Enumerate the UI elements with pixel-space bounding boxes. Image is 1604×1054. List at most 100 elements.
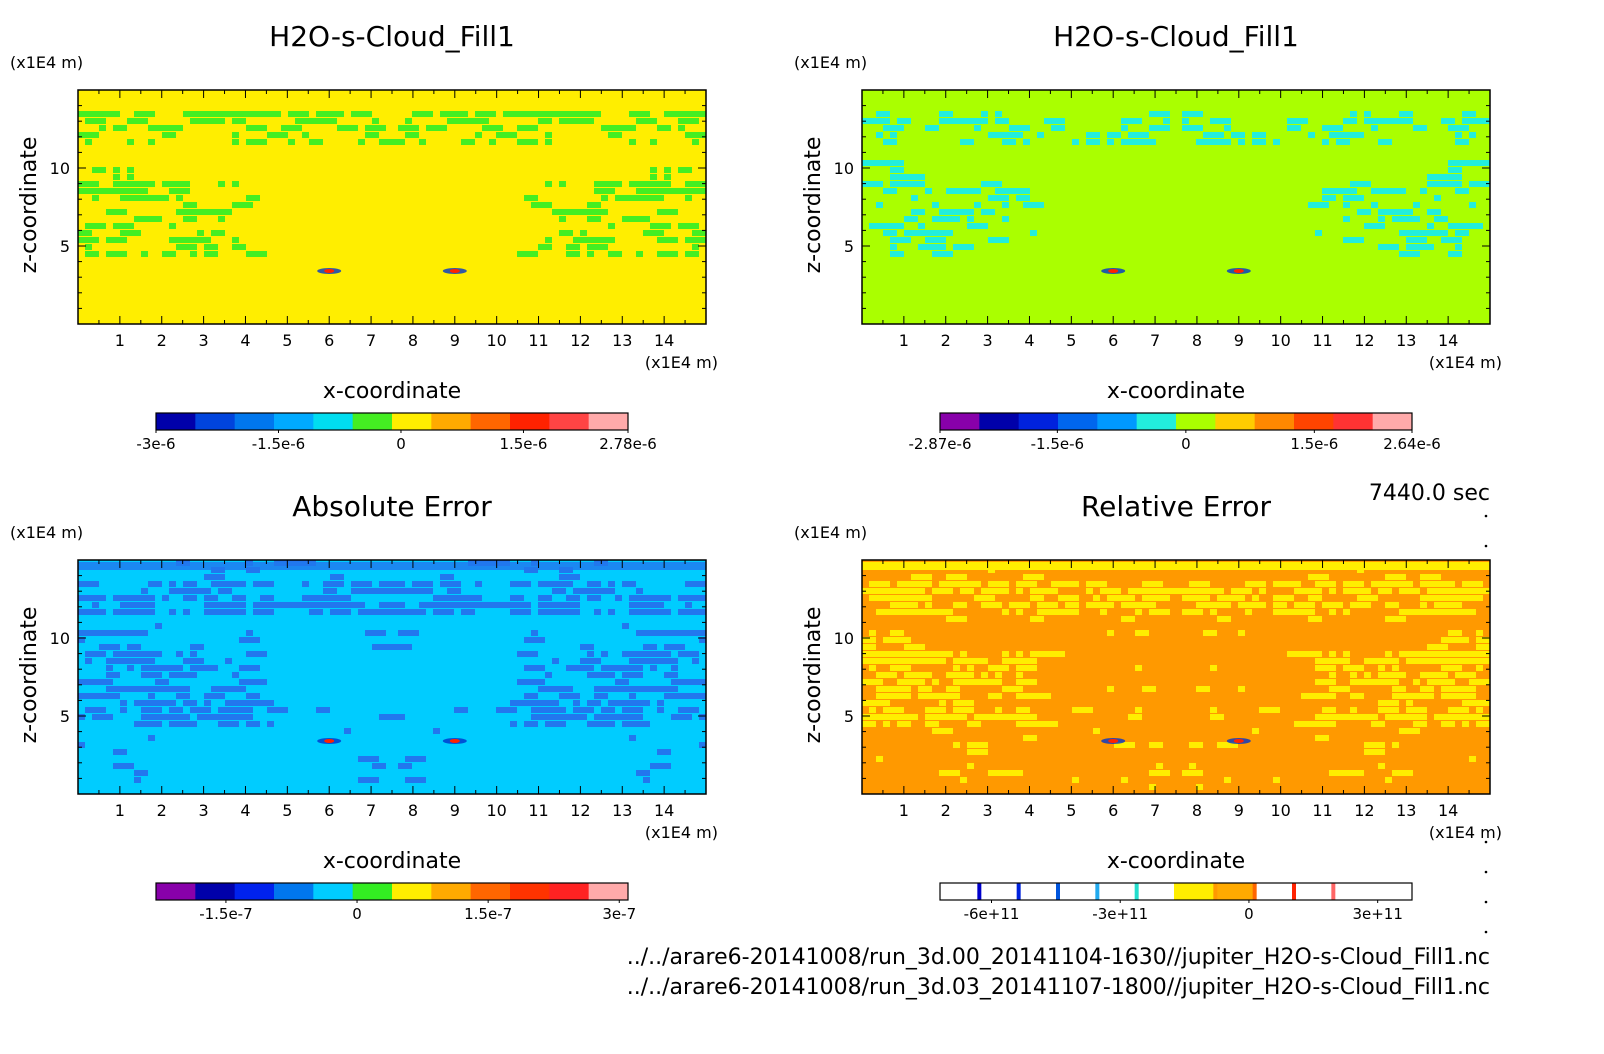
y-tick-label: 5 <box>844 237 854 256</box>
y-unit-label: (x1E4 m) <box>10 53 83 72</box>
colorbar-swatch <box>1097 883 1138 900</box>
x-tick-label: 9 <box>1234 331 1244 350</box>
x-tick-label: 13 <box>612 331 632 350</box>
panel-3: Absolute Error(x1E4 m)1 2 3 4 5 6 7 8 9 10 11 12 13 1… <box>10 490 718 923</box>
colorbar-label: 0 <box>1181 435 1191 453</box>
colorbar-swatch <box>549 883 590 900</box>
colorbar-swatch <box>1254 883 1295 900</box>
colorbar-swatch <box>588 883 629 900</box>
colorbar-swatch <box>1215 413 1256 430</box>
colorbar-swatch <box>156 883 196 900</box>
x-tick-label: 1 <box>115 801 125 820</box>
x-tick-label: 9 <box>1234 801 1244 820</box>
colorbar-label: 3e+11 <box>1352 905 1402 923</box>
colorbar-swatch <box>1176 413 1216 430</box>
colorbar-swatch <box>549 413 590 430</box>
y-unit-label: (x1E4 m) <box>10 523 83 542</box>
colorbar-swatch <box>1176 883 1216 900</box>
x-tick-label: 2 <box>157 801 167 820</box>
x-tick-label: 2 <box>941 331 951 350</box>
contour-pattern <box>862 562 1490 790</box>
x-tick-label: 8 <box>408 801 418 820</box>
colorbar-swatch <box>156 413 196 430</box>
x-tick-label: 12 <box>570 801 590 820</box>
colorbar-divider <box>1056 883 1060 900</box>
panel-4: Relative Error(x1E4 m)1 2 3 4 5 6 7 8 9 10 11 12 13 1… <box>794 490 1502 923</box>
x-tick-label: 7 <box>1150 331 1160 350</box>
edge-dot <box>1484 514 1488 518</box>
colorbar-swatch <box>313 883 354 900</box>
colorbar-swatch <box>234 883 275 900</box>
colorbar-swatch <box>1372 883 1413 900</box>
y-tick-label: 5 <box>60 707 70 726</box>
x-tick-label: 9 <box>450 331 460 350</box>
colorbar-swatch <box>195 883 236 900</box>
colorbar-swatch <box>1333 413 1374 430</box>
colorbar-label: -1.5e-6 <box>1031 435 1084 453</box>
colorbar-label: -3e-6 <box>136 435 175 453</box>
colorbar-swatch <box>1058 883 1098 900</box>
x-tick-label: 6 <box>1108 801 1118 820</box>
y-axis: 5 10 <box>50 559 706 795</box>
colorbar-swatch <box>470 413 511 430</box>
colorbar: -6e+11 -3e+11 0 3e+11 <box>939 882 1413 923</box>
colorbar-swatch <box>1294 413 1334 430</box>
colorbar-swatch <box>1372 413 1413 430</box>
x-tick-label: 1 <box>115 331 125 350</box>
x-tick-label: 11 <box>528 331 548 350</box>
chart-title: H2O-s-Cloud_Fill1 <box>269 20 515 53</box>
colorbar-label: 2.78e-6 <box>599 435 657 453</box>
colorbar-swatch <box>431 413 472 430</box>
colorbar-swatch <box>1136 413 1177 430</box>
colorbar: -1.5e-7 0 1.5e-7 3e-7 <box>155 882 636 923</box>
x-tick-label: 5 <box>1066 331 1076 350</box>
y-axis-label: z-coordinate <box>17 607 42 744</box>
x-tick-label: 8 <box>408 331 418 350</box>
x-tick-label: 8 <box>1192 331 1202 350</box>
colorbar-label: 1.5e-7 <box>464 905 512 923</box>
x-tick-label: 14 <box>1438 801 1458 820</box>
x-axis-label: x-coordinate <box>323 379 461 404</box>
colorbar-divider <box>1134 883 1139 900</box>
colorbar-swatch <box>431 883 472 900</box>
x-tick-label: 14 <box>654 331 674 350</box>
edge-dot <box>1484 930 1488 934</box>
chart-title: H2O-s-Cloud_Fill1 <box>1053 20 1299 53</box>
edge-dot <box>1484 544 1488 548</box>
colorbar-label: -1.5e-6 <box>252 435 305 453</box>
x-tick-label: 2 <box>157 331 167 350</box>
x-tick-label: 1 <box>899 801 909 820</box>
x-unit-label: (x1E4 m) <box>645 353 718 372</box>
x-tick-label: 4 <box>1024 331 1034 350</box>
colorbar-divider <box>1292 883 1296 900</box>
x-tick-label: 4 <box>240 331 250 350</box>
colorbar-swatch <box>1018 883 1059 900</box>
colorbar-swatch <box>1215 883 1256 900</box>
colorbar-swatch <box>274 883 314 900</box>
colorbar-swatch <box>392 883 432 900</box>
colorbar-swatch <box>1294 883 1334 900</box>
x-tick-label: 12 <box>1354 801 1374 820</box>
x-tick-label: 10 <box>1270 331 1290 350</box>
time-label: 7440.0 sec <box>1369 481 1490 506</box>
file-path-2: ../../arare6-20141008/run_3d.03_20141107… <box>627 975 1490 1000</box>
x-tick-label: 13 <box>1396 331 1416 350</box>
colorbar-label: 0 <box>1244 905 1254 923</box>
colorbar-label: 1.5e-6 <box>499 435 547 453</box>
x-tick-label: 6 <box>324 801 334 820</box>
x-tick-label: 3 <box>983 331 993 350</box>
x-tick-label: 3 <box>199 801 209 820</box>
x-tick-label: 10 <box>1270 801 1290 820</box>
colorbar-swatch <box>195 413 236 430</box>
colorbar-swatch <box>588 413 629 430</box>
y-tick-label: 10 <box>834 159 854 178</box>
colorbar-divider <box>1331 883 1336 900</box>
chart-title: Absolute Error <box>292 490 492 523</box>
y-tick-label: 10 <box>50 629 70 648</box>
x-tick-label: 12 <box>570 331 590 350</box>
x-tick-label: 1 <box>899 331 909 350</box>
x-tick-label: 14 <box>1438 331 1458 350</box>
x-tick-label: 11 <box>1312 331 1332 350</box>
colorbar-swatch <box>1018 413 1059 430</box>
colorbar-label: -3e+11 <box>1092 905 1148 923</box>
